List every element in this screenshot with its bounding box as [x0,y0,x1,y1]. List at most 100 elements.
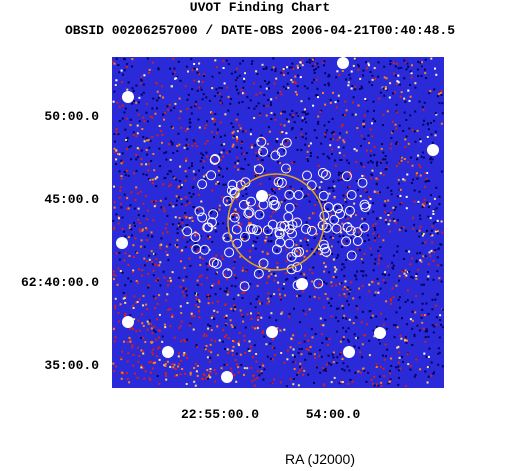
sky-pixel [386,348,389,351]
sky-pixel [333,266,336,269]
sky-pixel [314,357,317,359]
sky-pixel [221,196,224,199]
sky-pixel [345,295,348,298]
sky-pixel [248,350,251,352]
sky-pixel [120,202,123,205]
sky-pixel [196,71,199,74]
sky-pixel [389,82,392,85]
sky-pixel [148,361,151,364]
sky-pixel [270,188,273,191]
sky-pixel [367,212,370,215]
sky-pixel [242,168,245,170]
source-marker [269,199,280,210]
sky-pixel [346,240,348,243]
sky-pixel [186,127,189,130]
sky-pixel [264,239,267,242]
sky-pixel [346,300,349,303]
sky-pixel [213,369,216,371]
sky-pixel [231,326,234,328]
sky-pixel [211,315,214,318]
sky-pixel [345,131,348,134]
sky-pixel [361,226,364,229]
sky-pixel [142,295,145,297]
sky-pixel [430,133,433,136]
sky-pixel [152,201,155,203]
sky-pixel [396,80,399,83]
sky-pixel [296,85,299,88]
sky-pixel [368,290,371,293]
sky-pixel [183,236,186,239]
sky-pixel [371,280,374,283]
sky-pixel [196,301,199,303]
sky-pixel [196,374,199,377]
sky-pixel [408,127,411,130]
sky-pixel [266,252,269,255]
sky-pixel [425,355,428,358]
sky-pixel [222,237,225,239]
sky-pixel [166,293,169,296]
sky-pixel [234,359,237,362]
sky-pixel [387,223,390,226]
sky-pixel [393,336,396,339]
sky-pixel [114,365,117,368]
sky-pixel [165,372,167,375]
sky-pixel [124,252,127,255]
sky-pixel [119,270,122,272]
sky-pixel [372,281,375,284]
sky-pixel [276,91,279,94]
sky-pixel [280,143,282,146]
sky-pixel [318,186,321,189]
sky-pixel [194,234,197,237]
sky-pixel [255,298,258,301]
sky-pixel [397,369,400,372]
sky-pixel [296,93,298,96]
sky-pixel [123,193,126,196]
sky-pixel [358,287,361,290]
sky-pixel [372,100,375,103]
sky-pixel [285,87,288,90]
sky-pixel [432,278,435,281]
sky-pixel [379,161,382,164]
sky-pixel [433,88,436,91]
sky-pixel [188,217,191,220]
sky-pixel [194,304,197,307]
sky-pixel [140,349,143,352]
sky-pixel [409,368,412,371]
sky-pixel [435,316,438,319]
sky-pixel [273,272,276,275]
sky-pixel [389,298,392,300]
sky-pixel [308,295,311,298]
sky-pixel [298,348,301,351]
sky-pixel [209,360,211,363]
sky-pixel [195,294,198,297]
sky-pixel [236,198,239,201]
sky-pixel [280,352,283,354]
sky-pixel [186,338,189,341]
sky-pixel [278,188,281,190]
sky-pixel [250,225,253,228]
sky-pixel [392,324,395,327]
sky-pixel [155,200,157,203]
sky-pixel [188,121,191,124]
sky-pixel [421,61,423,64]
sky-pixel [209,212,212,215]
sky-pixel [195,145,198,148]
sky-pixel [207,237,210,240]
sky-pixel [316,94,319,97]
sky-pixel [137,319,140,322]
sky-pixel [185,216,188,219]
sky-pixel [355,316,358,319]
sky-pixel [124,312,127,315]
sky-pixel [140,364,143,367]
sky-pixel [402,129,405,132]
sky-pixel [225,334,228,337]
sky-pixel [120,69,123,72]
sky-pixel [129,118,132,121]
sky-pixel [364,189,367,192]
sky-pixel [369,128,372,131]
sky-pixel [194,362,197,365]
source-marker [211,258,222,269]
sky-pixel [397,365,400,368]
sky-pixel [133,295,136,298]
sky-pixel [318,297,321,300]
